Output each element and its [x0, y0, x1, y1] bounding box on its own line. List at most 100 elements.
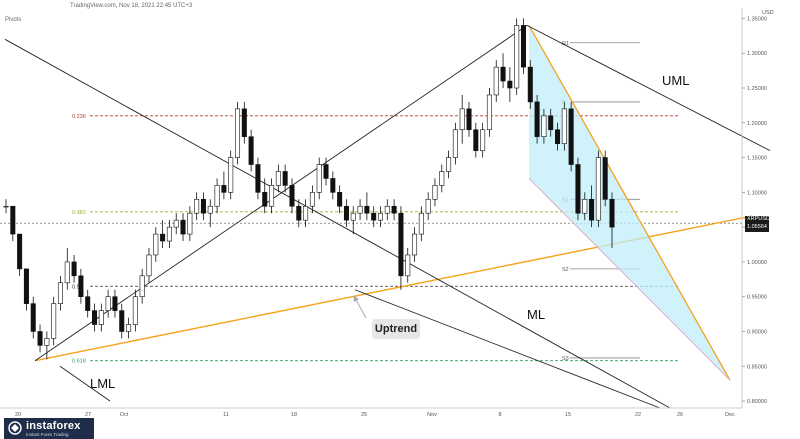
x-tick-label: Dec: [725, 412, 735, 418]
y-tick-label: 0.80000: [747, 399, 767, 405]
candle-body: [391, 205, 397, 214]
candle-body: [30, 303, 36, 332]
candle-body: [126, 324, 132, 332]
candle-body: [507, 80, 513, 89]
candle: [609, 192, 615, 248]
candle-body: [609, 199, 615, 228]
candle: [119, 303, 125, 339]
candle-body: [493, 66, 499, 96]
candle-body: [214, 185, 220, 207]
y-tick-label: 1.15000: [747, 156, 767, 162]
candle-body: [330, 178, 336, 193]
chart-header: TradingView.com, Nov 18, 2021 22:45 UTC+…: [70, 3, 193, 9]
pitchfork-line: [526, 24, 771, 152]
annotation-labels: UML ML LML: [90, 73, 689, 391]
candle: [214, 178, 220, 214]
fib-level-label: 0.382: [72, 210, 86, 216]
candle-body: [146, 254, 152, 277]
candle-body: [527, 66, 533, 103]
candle: [405, 248, 411, 283]
candle-body: [500, 66, 506, 82]
candle: [289, 178, 295, 214]
candle-body: [589, 199, 595, 221]
lml-label: LML: [90, 376, 115, 391]
candle: [262, 178, 268, 214]
candle: [323, 157, 329, 186]
candle-body: [282, 171, 288, 186]
y-tick-label: 1.00000: [747, 260, 767, 266]
y-tick-label: 0.85000: [747, 364, 767, 370]
candle: [418, 206, 424, 242]
candle: [112, 289, 118, 318]
candle-body: [439, 171, 445, 186]
fib-level-label: 0.618: [72, 359, 86, 365]
candle-body: [343, 205, 349, 221]
candle: [105, 289, 111, 318]
candle-body: [384, 205, 390, 214]
candle: [377, 206, 384, 228]
candle-body: [64, 261, 70, 284]
candle-body: [486, 94, 492, 131]
candle-body: [37, 331, 43, 346]
candle-body: [241, 108, 247, 137]
candle: [221, 171, 227, 200]
candle-body: [132, 296, 138, 325]
candle: [561, 101, 567, 151]
x-tick-label: 11: [223, 412, 229, 418]
candle-body: [357, 205, 363, 214]
y-tick-label: 0.95000: [747, 295, 767, 301]
candle-body: [459, 108, 465, 131]
candle-body: [173, 219, 179, 228]
candle: [350, 206, 356, 235]
uptrend-label: Uptrend: [372, 319, 420, 339]
candle-body: [480, 129, 486, 151]
x-tick-label: 22: [635, 412, 641, 418]
candle: [582, 192, 588, 221]
x-tick-label: 18: [291, 412, 297, 418]
pivots-label: Pivots: [5, 17, 22, 23]
candle-body: [119, 310, 125, 332]
price-tag: XRPUSD 1.05564 14:18: [745, 216, 785, 237]
uptrend-arrow: [353, 295, 367, 319]
candle: [391, 199, 397, 221]
x-tick-label: 8: [498, 412, 501, 418]
wedge-lower-line: [528, 178, 731, 381]
x-tick-label: 26: [677, 412, 683, 418]
pitchfork-line: [354, 289, 661, 409]
candle: [3, 199, 9, 214]
y-tick-label: 1.30000: [747, 51, 767, 57]
candle-body: [398, 212, 404, 277]
candle: [126, 317, 132, 339]
y-axis-unit: USD: [762, 10, 774, 16]
x-tick-label: 20: [15, 412, 21, 418]
candle-body: [255, 164, 261, 193]
candle: [200, 192, 206, 221]
candle-body: [153, 233, 159, 256]
candle: [466, 101, 472, 137]
candle: [180, 213, 186, 242]
candle: [500, 53, 506, 88]
candle: [527, 60, 533, 109]
candle: [160, 220, 166, 248]
candle: [44, 331, 50, 360]
candle: [446, 150, 452, 179]
candle: [357, 199, 363, 221]
candle: [51, 296, 57, 346]
candle: [187, 206, 193, 242]
falling-wedge: [528, 25, 731, 381]
candle-body: [289, 185, 295, 207]
candle: [343, 199, 349, 228]
candle-body: [412, 233, 418, 256]
candle: [575, 157, 581, 221]
candle-body: [350, 212, 356, 221]
fib-level-label: 0.236: [72, 114, 86, 120]
fib-level-label: 0.5: [72, 284, 80, 290]
candle-body: [575, 164, 581, 214]
price-tag-time: 14:18: [771, 231, 785, 237]
candle-body: [207, 205, 213, 214]
uml-label: UML: [662, 73, 689, 88]
instaforex-logo: instaforex Instant Forex Trading: [4, 418, 94, 439]
candle-body: [23, 268, 29, 304]
candle-body: [98, 310, 104, 325]
